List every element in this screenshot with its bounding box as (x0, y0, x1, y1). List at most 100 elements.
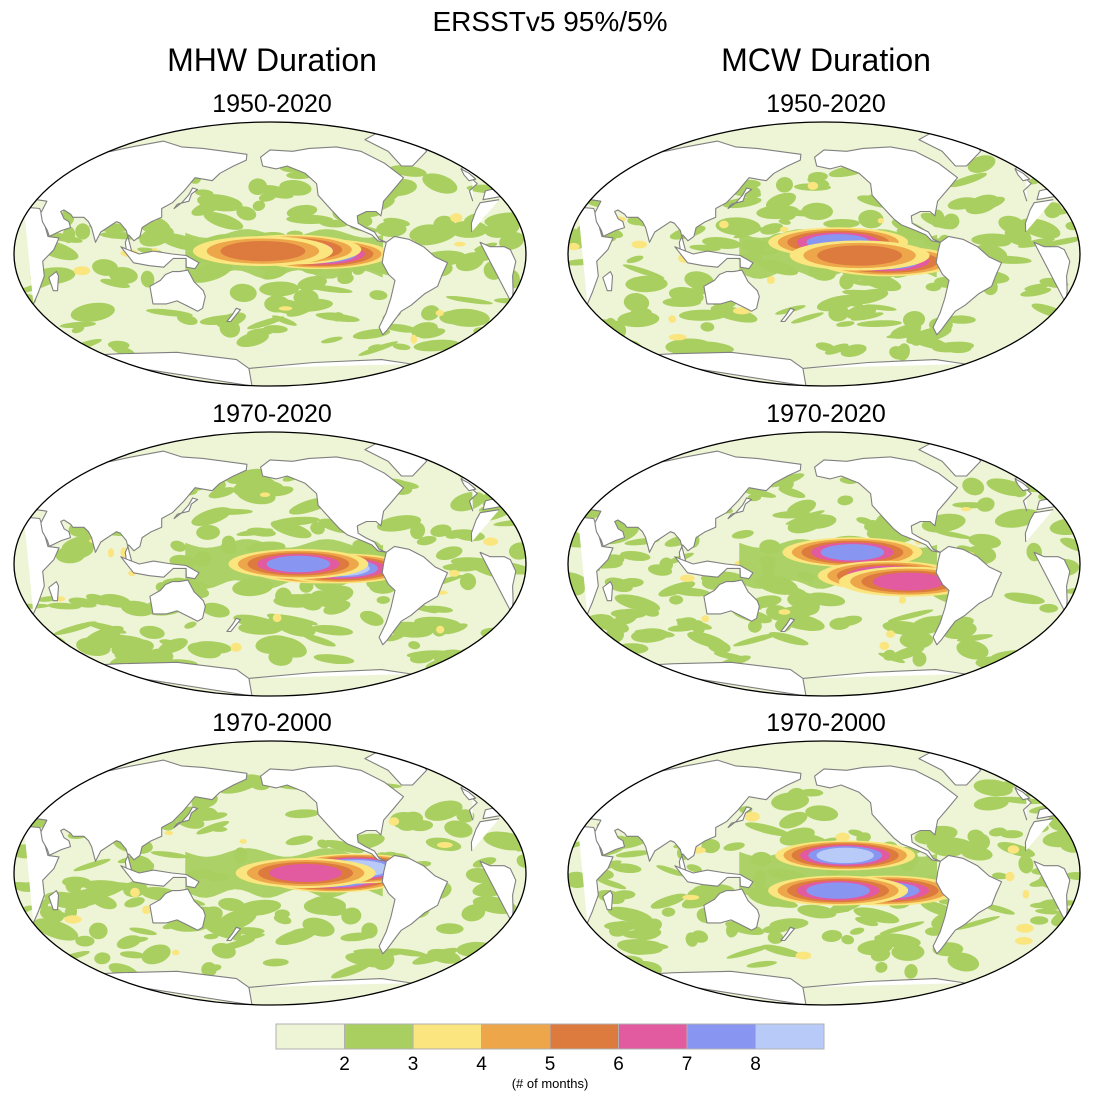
duration-patch (691, 930, 709, 943)
duration-patch (416, 535, 437, 546)
duration-patch (73, 858, 111, 872)
duration-patch (596, 878, 627, 890)
duration-patch (960, 507, 972, 512)
duration-patch (968, 533, 1002, 549)
duration-patch (236, 206, 257, 221)
duration-patch (801, 202, 833, 221)
duration-patch (278, 306, 293, 311)
land-australia (149, 579, 206, 622)
land-uk (1014, 168, 1031, 182)
duration-patch (313, 654, 355, 665)
duration-patch (388, 817, 400, 826)
duration-patch (196, 524, 220, 540)
duration-patch (59, 321, 97, 329)
duration-patch (745, 822, 790, 837)
duration-patch (661, 907, 676, 917)
land-south-america (378, 545, 449, 646)
duration-patch (982, 903, 1015, 915)
duration-patch (680, 574, 695, 582)
duration-patch (863, 304, 897, 311)
duration-patch (1005, 871, 1015, 882)
duration-patch (164, 830, 174, 836)
land-north-america (260, 456, 405, 553)
duration-patch (445, 296, 493, 305)
duration-patch (700, 322, 715, 332)
duration-patch (929, 837, 974, 852)
duration-patch (201, 962, 217, 977)
duration-patch (236, 331, 269, 348)
duration-patch (450, 491, 485, 512)
duration-patch (55, 650, 77, 666)
duration-patch (973, 796, 1009, 811)
duration-patch (285, 835, 313, 846)
duration-patch (310, 590, 338, 607)
duration-patch (753, 894, 798, 908)
duration-patch (1015, 937, 1033, 945)
duration-patch (855, 916, 879, 927)
land-antarctica (619, 970, 966, 1005)
land-japan (173, 187, 199, 210)
duration-patch (1040, 236, 1080, 247)
duration-patch (203, 211, 244, 230)
duration-patch (667, 624, 699, 632)
colorbar-swatch (481, 1023, 551, 1050)
duration-patch (233, 614, 280, 631)
duration-patch (345, 952, 393, 968)
land-north-america (814, 146, 959, 243)
colorbar-unit: (# of months) (511, 1076, 589, 1091)
duration-patch (669, 595, 684, 605)
duration-patch (692, 620, 705, 635)
duration-patch (111, 639, 154, 658)
duration-patch (859, 272, 902, 292)
duration-patch (962, 477, 985, 496)
duration-patch (150, 851, 189, 859)
duration-patch (746, 960, 777, 968)
duration-patch (433, 215, 455, 235)
duration-patch (778, 486, 806, 499)
duration-patch (797, 904, 837, 919)
duration-patch (889, 346, 906, 360)
duration-patch (65, 876, 83, 894)
duration-patch (723, 842, 745, 851)
duration-patch (686, 864, 702, 873)
duration-patch (177, 314, 198, 325)
duration-patch (986, 234, 1012, 247)
duration-patch (1022, 889, 1030, 899)
land-north-america (260, 765, 405, 862)
duration-patch (245, 479, 284, 494)
duration-patch (875, 962, 888, 973)
colorbar-tick-label: 2 (339, 1054, 350, 1075)
duration-patch (948, 172, 988, 188)
duration-patch (971, 833, 990, 851)
duration-patch (619, 550, 651, 562)
duration-patch (631, 628, 669, 643)
map-frame (567, 121, 1081, 387)
hotspot-level-6 (820, 544, 885, 561)
panel-title-mcw-1950-2020: 1950-2020 (766, 90, 886, 118)
duration-patch (259, 191, 277, 202)
duration-patch (678, 309, 727, 321)
land-africa (23, 818, 517, 924)
figure-title: ERSSTv5 95%/5% (432, 6, 668, 37)
duration-patch (829, 617, 851, 630)
land-africa (577, 509, 1071, 615)
land-north-america (814, 456, 959, 553)
land-madagascar (602, 271, 614, 292)
duration-patch (795, 951, 812, 960)
duration-patch (435, 546, 463, 561)
duration-patch (858, 209, 884, 229)
duration-patch (376, 221, 407, 237)
duration-patch (286, 214, 334, 225)
duration-patch (932, 341, 975, 353)
duration-patch (879, 921, 925, 935)
duration-patch (410, 322, 439, 338)
duration-patch (310, 522, 325, 535)
duration-patch (53, 621, 97, 636)
duration-patch (856, 320, 902, 327)
land-indonesia (120, 865, 200, 889)
duration-patch (274, 185, 305, 194)
land-south-america (378, 235, 449, 336)
colorbar-swatch (344, 1023, 414, 1050)
duration-patch (331, 962, 372, 979)
duration-patch (856, 832, 871, 844)
